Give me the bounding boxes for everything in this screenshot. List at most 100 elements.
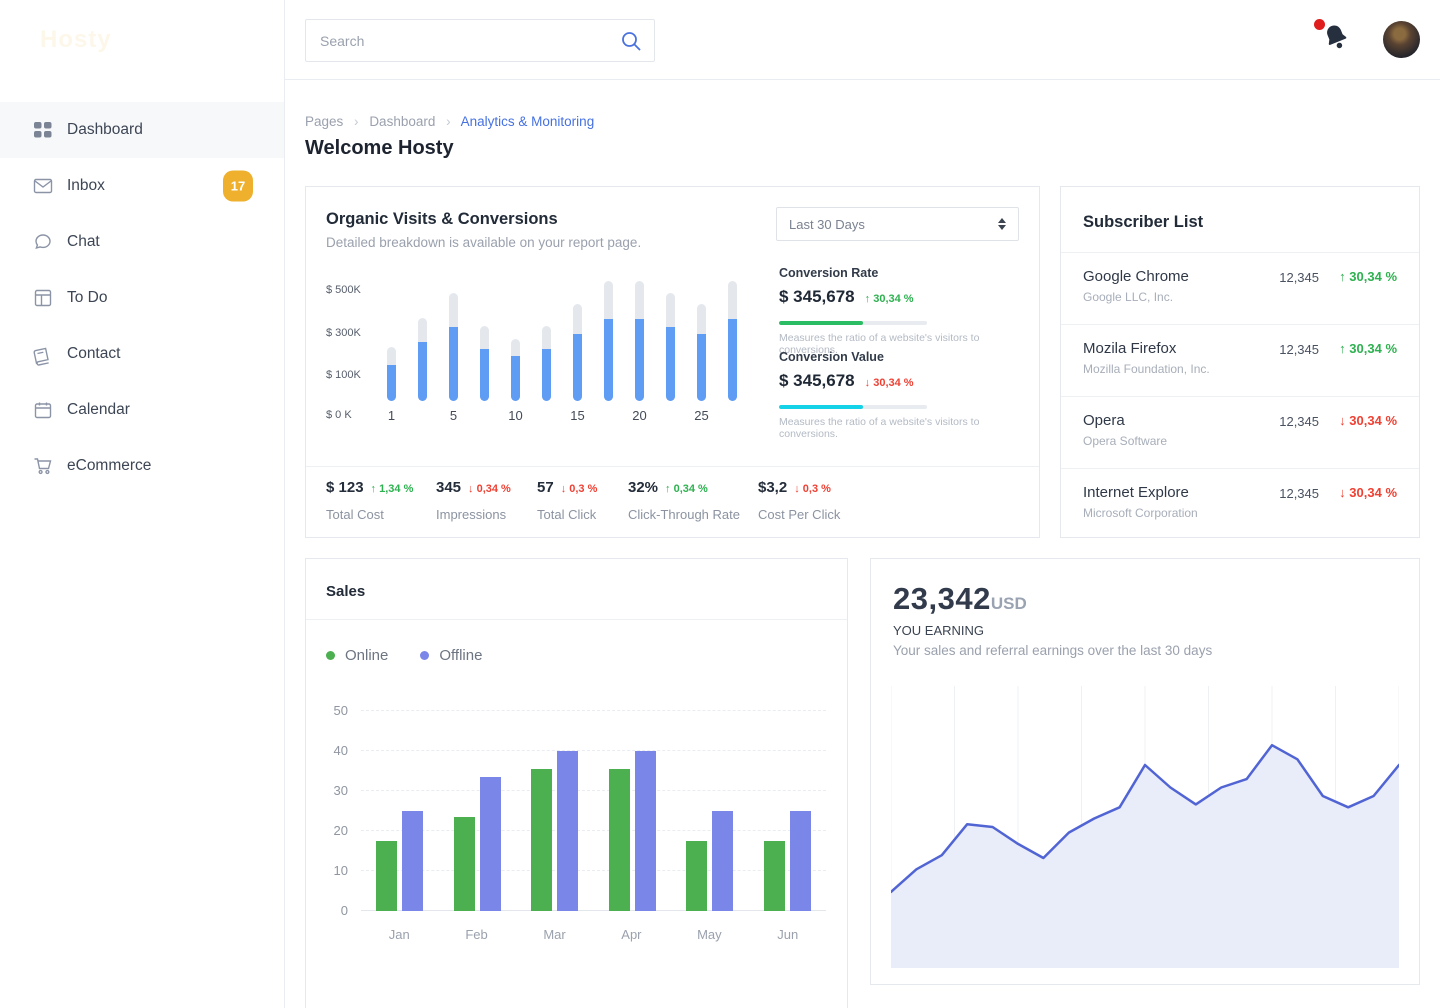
y-axis-tick: $ 0 K bbox=[326, 409, 352, 421]
conversion-rate-progress bbox=[779, 321, 927, 325]
metric-label: Conversion Rate bbox=[779, 266, 879, 280]
brand-name: Hosty bbox=[40, 26, 112, 53]
earnings-area-chart bbox=[891, 686, 1399, 968]
sidebar-item-label: Dashboard bbox=[67, 121, 143, 138]
sidebar-item-label: Calendar bbox=[67, 401, 130, 418]
y-axis-tick: 30 bbox=[333, 783, 348, 798]
sales-bar-offline bbox=[402, 811, 424, 911]
down-arrow-icon bbox=[794, 483, 803, 495]
cart-icon bbox=[33, 456, 53, 476]
y-axis-tick: 10 bbox=[333, 863, 348, 878]
search-input[interactable] bbox=[306, 32, 620, 49]
stat-impressions: 3450,34 % Impressions bbox=[436, 479, 511, 522]
delta-down: 30,34 % bbox=[1339, 485, 1397, 500]
gridline bbox=[361, 750, 826, 751]
user-avatar[interactable] bbox=[1383, 21, 1420, 58]
sales-card-title: Sales bbox=[326, 583, 366, 600]
delta-down: 30,34 % bbox=[1339, 413, 1397, 428]
down-arrow-icon bbox=[865, 377, 874, 389]
sales-bar-online bbox=[686, 841, 708, 911]
earnings-card: 23,342 USD YOU EARNING Your sales and re… bbox=[870, 558, 1420, 985]
earnings-amount-row: 23,342 USD bbox=[893, 581, 1027, 617]
calendar-icon bbox=[33, 400, 53, 420]
down-arrow-icon bbox=[1339, 485, 1349, 500]
x-axis-tick: Feb bbox=[465, 927, 488, 942]
sales-bar-offline bbox=[634, 751, 656, 911]
notifications-button[interactable] bbox=[1314, 19, 1355, 56]
x-axis-tick: 15 bbox=[570, 408, 585, 423]
gridline bbox=[361, 910, 826, 911]
organic-bar bbox=[655, 279, 686, 401]
delta-down: 0,3 % bbox=[794, 483, 831, 495]
sidebar-item-contact[interactable]: Contact bbox=[0, 326, 284, 382]
sales-legend: Online Offline bbox=[326, 647, 482, 664]
metric-label: Conversion Value bbox=[779, 350, 884, 364]
sales-bar-group bbox=[453, 777, 501, 911]
grid-icon bbox=[33, 120, 53, 140]
sidebar-item-label: Inbox bbox=[67, 177, 105, 194]
todo-icon bbox=[33, 288, 53, 308]
x-axis-tick: 1 bbox=[387, 408, 396, 423]
metric-value: $ 345,678 bbox=[779, 371, 855, 390]
subscriber-row-chrome[interactable]: Google Chrome Google LLC, Inc. 12,345 30… bbox=[1061, 253, 1419, 325]
sales-bar-offline bbox=[789, 811, 811, 911]
gridline bbox=[361, 790, 826, 791]
up-arrow-icon bbox=[1339, 269, 1349, 284]
y-axis-tick: $ 100K bbox=[326, 369, 361, 381]
gridline bbox=[361, 710, 826, 711]
organic-visits-chart bbox=[376, 279, 748, 401]
sidebar-item-ecommerce[interactable]: eCommerce bbox=[0, 438, 284, 494]
x-axis-tick: May bbox=[697, 927, 722, 942]
mail-icon bbox=[33, 176, 53, 196]
chat-icon bbox=[33, 232, 53, 252]
breadcrumb-pages[interactable]: Pages bbox=[305, 114, 344, 129]
down-arrow-icon bbox=[561, 483, 570, 495]
stat-cpc: $3,20,3 % Cost Per Click bbox=[758, 479, 840, 522]
organic-bar bbox=[624, 279, 655, 401]
sidebar-item-dashboard[interactable]: Dashboard bbox=[0, 102, 284, 158]
y-axis-tick: 40 bbox=[333, 743, 348, 758]
subscriber-list-card: Subscriber List Google Chrome Google LLC… bbox=[1060, 186, 1420, 538]
sidebar-item-chat[interactable]: Chat bbox=[0, 214, 284, 270]
delta-down: 0,3 % bbox=[561, 483, 598, 495]
up-arrow-icon bbox=[371, 483, 380, 495]
organic-card-header: Organic Visits & Conversions Detailed br… bbox=[326, 210, 641, 250]
sidebar-item-label: To Do bbox=[67, 289, 108, 306]
legend-online[interactable]: Online bbox=[326, 647, 388, 664]
breadcrumb-current[interactable]: Analytics & Monitoring bbox=[460, 114, 595, 129]
period-select[interactable]: Last 30 Days bbox=[776, 207, 1019, 241]
breadcrumb-dashboard[interactable]: Dashboard bbox=[369, 114, 436, 129]
sales-bar-group bbox=[686, 811, 734, 911]
page-title: Welcome Hosty bbox=[305, 137, 454, 159]
sidebar-item-label: eCommerce bbox=[67, 457, 152, 474]
subscriber-row-opera[interactable]: Opera Opera Software 12,345 30,34 % bbox=[1061, 397, 1419, 469]
up-arrow-icon bbox=[665, 483, 674, 495]
breadcrumb: Pages › Dashboard › Analytics & Monitori… bbox=[305, 114, 594, 129]
subscriber-row-firefox[interactable]: Mozila Firefox Mozilla Foundation, Inc. … bbox=[1061, 325, 1419, 397]
y-axis-tick: $ 300K bbox=[326, 327, 361, 339]
sidebar-item-label: Contact bbox=[67, 345, 121, 362]
inbox-badge: 17 bbox=[223, 170, 253, 202]
organic-bar bbox=[717, 279, 748, 401]
up-arrow-icon bbox=[1339, 341, 1349, 356]
sidebar-item-todo[interactable]: To Do bbox=[0, 270, 284, 326]
search-icon[interactable] bbox=[620, 30, 642, 52]
earnings-label: YOU EARNING bbox=[893, 623, 985, 638]
select-arrows-icon bbox=[998, 218, 1006, 230]
x-axis-tick: Jan bbox=[388, 927, 410, 942]
topbar bbox=[285, 0, 1440, 80]
sales-bar-online bbox=[376, 841, 398, 911]
sidebar-item-calendar[interactable]: Calendar bbox=[0, 382, 284, 438]
subscriber-row-ie[interactable]: Internet Explore Microsoft Corporation 1… bbox=[1061, 469, 1419, 541]
legend-offline[interactable]: Offline bbox=[420, 647, 482, 664]
sales-bar-online bbox=[608, 769, 630, 911]
organic-card-subtitle: Detailed breakdown is available on your … bbox=[326, 235, 642, 250]
organic-visits-x-axis: 1 5 10 15 20 25 bbox=[376, 408, 748, 424]
y-axis-tick: 0 bbox=[340, 903, 348, 918]
online-dot-icon bbox=[326, 651, 335, 660]
earnings-amount: 23,342 bbox=[893, 581, 991, 616]
sales-bar-group bbox=[608, 751, 656, 911]
sidebar-item-inbox[interactable]: Inbox 17 bbox=[0, 158, 284, 214]
organic-bar bbox=[407, 279, 438, 401]
